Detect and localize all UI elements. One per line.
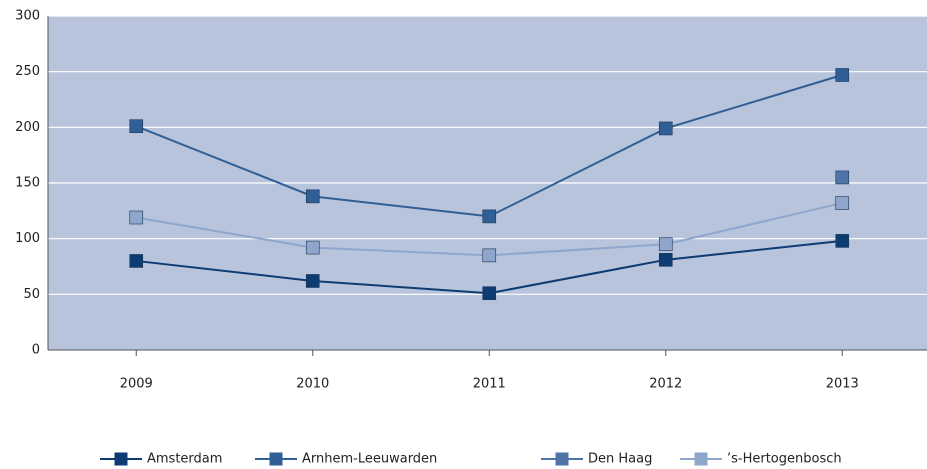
legend-label: Den Haag	[588, 452, 652, 467]
point-marker	[658, 237, 673, 252]
legend-marker	[555, 452, 569, 466]
legend-label: Amsterdam	[147, 452, 222, 467]
y-tick-label: 100	[15, 231, 40, 246]
point-marker	[482, 286, 497, 301]
point-marker	[835, 68, 850, 82]
point-marker	[305, 274, 320, 288]
point-marker	[305, 189, 320, 204]
point-marker	[305, 240, 320, 255]
point-marker	[129, 210, 144, 225]
x-tick-label: 2010	[296, 377, 329, 392]
point-marker	[835, 170, 850, 185]
legend-label: Arnhem-Leeuwarden	[302, 452, 437, 467]
y-tick-label: 0	[32, 343, 40, 358]
y-tick-label: 250	[15, 64, 40, 79]
point-marker	[482, 209, 497, 224]
point-marker	[129, 254, 144, 268]
legend-marker	[114, 452, 128, 466]
y-tick-label: 300	[15, 9, 40, 24]
x-tick-label: 2011	[473, 377, 506, 392]
y-tick-label: 200	[15, 120, 40, 135]
y-tick-label: 50	[23, 287, 40, 302]
point-marker	[129, 119, 144, 134]
point-marker	[658, 253, 673, 267]
x-tick-label: 2012	[649, 377, 682, 392]
x-tick-label: 2013	[826, 377, 859, 392]
point-marker	[658, 121, 673, 136]
point-marker	[835, 234, 850, 248]
x-tick-label: 2009	[120, 377, 153, 392]
legend-marker	[694, 452, 708, 466]
point-marker	[835, 196, 850, 210]
legend-marker	[269, 452, 283, 466]
y-tick-label: 150	[15, 176, 40, 191]
legend-label: ’s-Hertogenbosch	[727, 452, 842, 467]
point-marker	[482, 248, 497, 263]
